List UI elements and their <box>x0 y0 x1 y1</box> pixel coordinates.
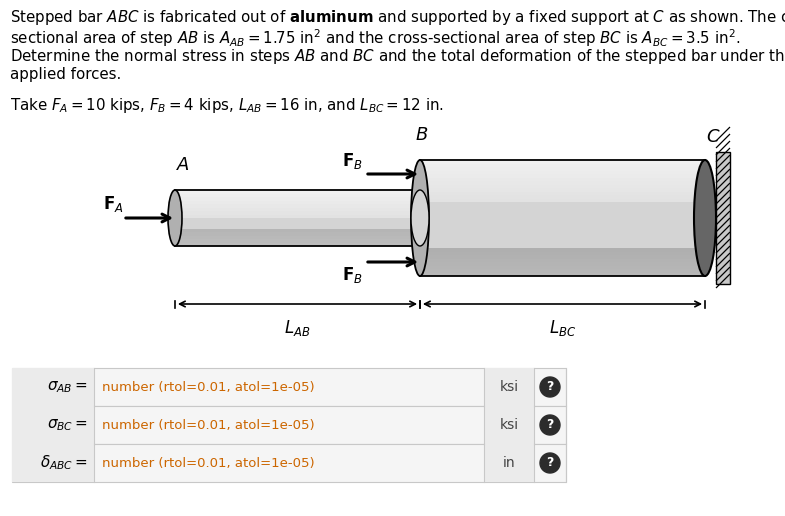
Polygon shape <box>420 191 705 195</box>
Circle shape <box>540 415 560 435</box>
Polygon shape <box>420 170 705 174</box>
Text: $C$: $C$ <box>706 128 721 146</box>
Bar <box>484 406 534 444</box>
Text: Determine the normal stress in steps $\mathit{AB}$ and $\mathit{BC}$ and the tot: Determine the normal stress in steps $\m… <box>10 47 785 66</box>
Polygon shape <box>420 266 705 269</box>
Bar <box>484 368 534 406</box>
Polygon shape <box>420 178 705 181</box>
Polygon shape <box>420 164 705 167</box>
Polygon shape <box>420 174 705 178</box>
Polygon shape <box>175 190 420 194</box>
Ellipse shape <box>411 190 429 246</box>
Polygon shape <box>175 232 420 235</box>
Polygon shape <box>420 160 705 276</box>
Polygon shape <box>175 201 420 204</box>
Text: $B$: $B$ <box>415 126 429 144</box>
Polygon shape <box>175 207 420 211</box>
Polygon shape <box>420 251 705 255</box>
Bar <box>12 368 94 406</box>
Bar <box>716 152 730 284</box>
Polygon shape <box>420 248 705 251</box>
Polygon shape <box>175 197 420 201</box>
Circle shape <box>540 377 560 397</box>
Text: $A$: $A$ <box>176 156 190 174</box>
Bar <box>12 406 94 444</box>
Polygon shape <box>420 272 705 276</box>
Text: $\sigma_{AB} =$: $\sigma_{AB} =$ <box>47 379 88 395</box>
Polygon shape <box>420 195 705 199</box>
Text: Take $F_A = 10$ kips, $F_B = 4$ kips, $L_{AB} = 16$ in, and $L_{BC} = 12$ in.: Take $F_A = 10$ kips, $F_B = 4$ kips, $L… <box>10 96 444 115</box>
Text: $L_{AB}$: $L_{AB}$ <box>284 318 311 338</box>
Polygon shape <box>420 188 705 191</box>
Polygon shape <box>420 167 705 170</box>
Text: $\sigma_{BC} =$: $\sigma_{BC} =$ <box>47 417 88 433</box>
Ellipse shape <box>168 190 182 246</box>
Text: ksi: ksi <box>499 418 519 432</box>
Text: $\mathbf{F}_B$: $\mathbf{F}_B$ <box>341 265 363 285</box>
Text: applied forces.: applied forces. <box>10 67 121 82</box>
Text: $\mathbf{F}_A$: $\mathbf{F}_A$ <box>103 194 123 214</box>
Polygon shape <box>420 185 705 188</box>
Polygon shape <box>420 160 705 164</box>
Text: $\delta_{ABC} =$: $\delta_{ABC} =$ <box>40 454 88 472</box>
Text: $\mathbf{F}_B$: $\mathbf{F}_B$ <box>341 151 363 171</box>
Polygon shape <box>420 259 705 262</box>
Bar <box>12 368 566 406</box>
Polygon shape <box>175 243 420 246</box>
Polygon shape <box>175 194 420 197</box>
Ellipse shape <box>411 160 429 276</box>
Bar <box>484 444 534 482</box>
Polygon shape <box>420 255 705 259</box>
Text: sectional area of step $\mathit{AB}$ is $A_{AB} = 1.75$ in$^2$ and the cross-sec: sectional area of step $\mathit{AB}$ is … <box>10 27 740 49</box>
Text: ?: ? <box>546 418 553 431</box>
Text: ?: ? <box>546 380 553 394</box>
Text: ksi: ksi <box>499 380 519 394</box>
Text: in: in <box>502 456 515 470</box>
Polygon shape <box>175 229 420 232</box>
Polygon shape <box>175 215 420 218</box>
Bar <box>12 406 566 444</box>
Text: number (rtol=0.01, atol=1e-05): number (rtol=0.01, atol=1e-05) <box>102 457 315 470</box>
Polygon shape <box>420 199 705 202</box>
Bar <box>12 444 566 482</box>
Polygon shape <box>420 262 705 266</box>
Polygon shape <box>175 204 420 207</box>
Text: number (rtol=0.01, atol=1e-05): number (rtol=0.01, atol=1e-05) <box>102 418 315 431</box>
Text: Stepped bar $\mathit{ABC}$ is fabricated out of $\mathbf{aluminum}$ and supporte: Stepped bar $\mathit{ABC}$ is fabricated… <box>10 8 785 27</box>
Text: number (rtol=0.01, atol=1e-05): number (rtol=0.01, atol=1e-05) <box>102 380 315 394</box>
Text: $L_{BC}$: $L_{BC}$ <box>549 318 576 338</box>
Polygon shape <box>420 269 705 272</box>
Ellipse shape <box>694 160 716 276</box>
Polygon shape <box>175 190 420 246</box>
Circle shape <box>540 453 560 473</box>
Polygon shape <box>175 211 420 215</box>
Polygon shape <box>420 181 705 185</box>
Text: ?: ? <box>546 457 553 470</box>
Bar <box>12 444 94 482</box>
Polygon shape <box>175 235 420 239</box>
Polygon shape <box>175 239 420 243</box>
